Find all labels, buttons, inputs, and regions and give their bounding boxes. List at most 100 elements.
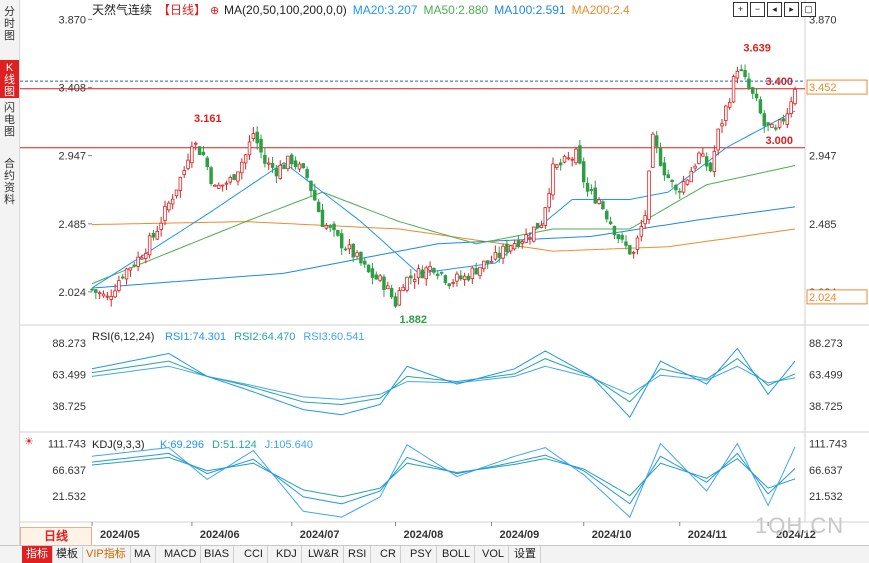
candle — [389, 287, 394, 298]
ma-params: MA(20,50,100,200,0,0) — [224, 3, 347, 17]
move-left-icon[interactable]: ◂ — [767, 2, 782, 17]
indicator-tab-rsi[interactable]: RSI — [344, 546, 372, 563]
indicator-tab-vol[interactable]: VOL — [478, 546, 510, 563]
candle — [735, 70, 740, 79]
kdj-tick-right-2: 21.532 — [809, 491, 843, 503]
candle — [347, 244, 352, 250]
candle — [485, 260, 490, 264]
indicator-tab-bias[interactable]: BIAS — [200, 546, 235, 563]
candle — [516, 239, 521, 248]
zoom-out-icon[interactable]: − — [750, 2, 765, 17]
candle — [274, 168, 279, 177]
candle — [170, 198, 175, 205]
candle — [178, 176, 183, 191]
candle — [378, 275, 382, 281]
candle — [670, 179, 674, 183]
candle — [474, 268, 478, 275]
candle — [658, 148, 663, 166]
candle — [678, 190, 682, 193]
current-price-value: 3.452 — [809, 82, 837, 94]
candle — [412, 279, 417, 282]
candle — [401, 286, 405, 292]
high-1-label: 3.161 — [194, 113, 222, 125]
indicator-tab-ma[interactable]: MA — [130, 546, 156, 563]
candle — [220, 184, 225, 187]
candle — [278, 164, 282, 179]
kdj-value-1: D:51.124 — [212, 439, 257, 451]
candle — [724, 105, 728, 121]
candle — [547, 193, 551, 208]
candle — [666, 174, 670, 179]
side-tab-0[interactable]: 分 时 图 — [4, 6, 15, 42]
price-tick-left-0: 3.870 — [58, 14, 86, 26]
indicator-tab-cci[interactable]: CCI — [240, 546, 268, 563]
indicator-tab-boll[interactable]: BOLL — [438, 546, 476, 563]
indicator-tab-[interactable]: 指标 — [22, 546, 53, 563]
rsi12-line — [91, 357, 796, 406]
indicator-tab-vip[interactable]: VIP指标 — [82, 546, 131, 563]
candle — [324, 225, 329, 229]
rsi-tick-left-1: 63.499 — [52, 370, 86, 382]
current-price-box — [806, 79, 868, 95]
candle — [624, 241, 628, 246]
indicator-tab-cr[interactable]: CR — [376, 546, 401, 563]
date-label-2: 2024/07 — [300, 529, 340, 541]
candle — [574, 148, 578, 164]
candle — [766, 122, 770, 126]
price-tick-right-0: 3.870 — [809, 14, 837, 26]
candle — [424, 267, 428, 280]
candle — [562, 155, 567, 163]
candle — [689, 170, 694, 183]
bottom-price-value: 2.024 — [809, 292, 837, 304]
ma-value-1: MA50:2.880 — [424, 3, 489, 17]
candle — [420, 269, 425, 279]
candle — [105, 295, 110, 298]
indicator-tab-macd[interactable]: MACD — [160, 546, 202, 563]
indicator-tab-[interactable]: 设置 — [510, 546, 541, 563]
candle — [405, 276, 409, 291]
candle — [232, 174, 236, 181]
side-tab-3[interactable]: 合 约 资 料 — [4, 158, 15, 206]
candle — [455, 273, 459, 282]
indicator-tab-kdj[interactable]: KDJ — [272, 546, 302, 563]
rsi-tick-right-2: 38.725 — [809, 401, 843, 413]
candle — [662, 162, 667, 176]
candle — [747, 78, 751, 89]
price-chart[interactable]: 3.8703.4082.9472.4852.0243.8702.9472.485… — [20, 0, 869, 545]
low-1-label: 1.882 — [399, 314, 427, 326]
candle — [731, 76, 736, 103]
indicator-tab-lwr[interactable]: LW&R — [304, 546, 344, 563]
kdj-settings-icon: ☀ — [24, 436, 34, 448]
indicator-tab-[interactable]: 模板 — [52, 546, 83, 563]
candle — [436, 273, 440, 276]
candle — [593, 187, 597, 204]
move-right-icon[interactable]: ▸ — [784, 2, 799, 17]
date-label-1: 2024/06 — [200, 529, 240, 541]
candle — [497, 252, 501, 258]
period-button[interactable]: 日线 — [20, 527, 92, 546]
high-2-label: 3.639 — [743, 42, 771, 54]
candle — [190, 146, 194, 164]
candle — [616, 234, 621, 240]
candle — [355, 252, 359, 257]
candle — [685, 179, 690, 185]
fullscreen-icon[interactable]: ▢ — [801, 2, 816, 17]
candle — [94, 289, 98, 293]
side-tab-1[interactable]: K 线 图 — [0, 60, 19, 98]
candle — [159, 222, 163, 230]
candle — [320, 209, 325, 227]
indicator-tab-psy[interactable]: PSY — [406, 546, 438, 563]
side-tab-2[interactable]: 闪 电 图 — [4, 102, 15, 138]
candle — [566, 157, 571, 160]
candle — [236, 171, 240, 182]
ma-value-0: MA20:3.207 — [353, 3, 418, 17]
candle — [205, 157, 209, 167]
candle — [589, 189, 594, 191]
candle — [754, 93, 759, 99]
zoom-in-icon[interactable]: + — [733, 2, 748, 17]
candle — [144, 253, 148, 259]
candle — [167, 202, 171, 211]
candle — [151, 232, 156, 238]
candle — [409, 275, 413, 279]
candle — [128, 267, 133, 271]
